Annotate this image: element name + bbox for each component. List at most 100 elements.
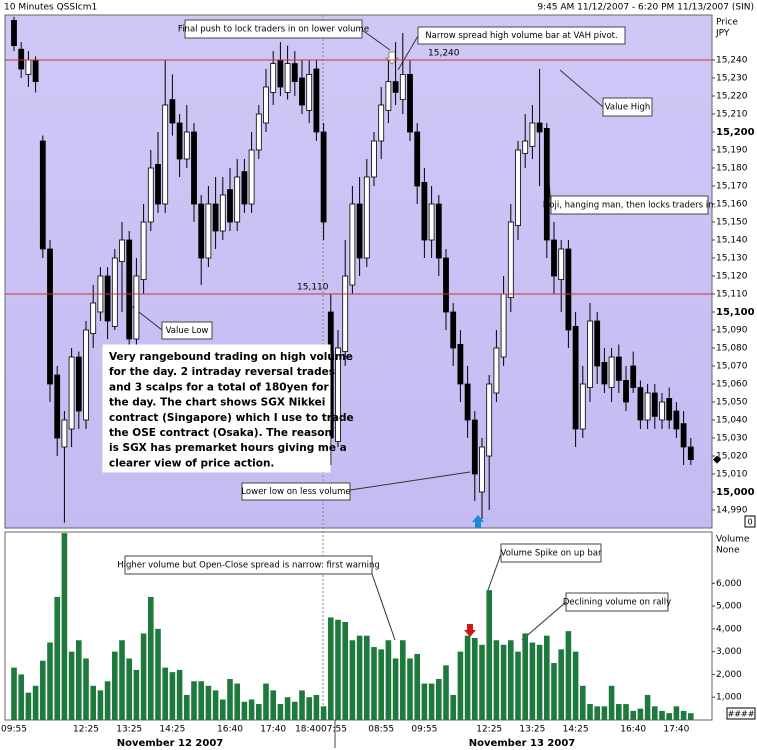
volume-bar xyxy=(270,690,276,720)
candle-body xyxy=(313,68,320,133)
y-tick-label: 15,080 xyxy=(716,344,748,354)
y-axis-title: Volume xyxy=(716,535,750,545)
y-tick-label: 15,020 xyxy=(716,452,748,462)
volume-bar xyxy=(205,685,212,720)
volume-bar xyxy=(623,704,629,720)
candle-body xyxy=(54,374,61,439)
candle-body xyxy=(291,63,298,82)
candle-body xyxy=(342,275,349,352)
candle-body xyxy=(680,423,687,448)
candle-body xyxy=(263,86,269,124)
candle-body xyxy=(119,239,125,263)
y-tick-label: 15,070 xyxy=(716,362,748,372)
y-tick-label: 15,150 xyxy=(716,218,748,228)
y-tick-label: 15,090 xyxy=(716,326,748,336)
volume-bar xyxy=(292,701,298,720)
volume-bar xyxy=(551,663,557,720)
volume-bar xyxy=(558,649,564,720)
y-tick-label: 15,200 xyxy=(716,127,755,138)
volume-bar xyxy=(191,681,197,720)
candle-body xyxy=(183,131,190,160)
annotation: Higher volume but Open-Close spread is n… xyxy=(117,561,380,571)
annotation: Value High xyxy=(605,103,651,113)
candle-body xyxy=(241,171,248,205)
volume-bar xyxy=(342,622,348,720)
chart-title: 10 Minutes QSSIcm1 xyxy=(4,3,97,13)
note-line: the OSE contract (Osaka). The reason xyxy=(109,427,332,439)
candle-body xyxy=(536,122,543,133)
volume-bar xyxy=(241,701,248,720)
candle-body xyxy=(486,383,493,457)
y-tick-label: 1,000 xyxy=(716,693,742,703)
y-tick-label: 15,050 xyxy=(716,398,748,408)
candle-body xyxy=(673,410,680,430)
candle-body xyxy=(687,446,694,461)
candle-body xyxy=(543,127,550,241)
volume-bar xyxy=(500,644,507,720)
volume-bar xyxy=(407,658,413,720)
candle-body xyxy=(630,365,637,389)
candle-body xyxy=(407,74,413,133)
candle-body xyxy=(558,248,565,281)
volume-bar xyxy=(594,706,600,720)
volume-bar xyxy=(364,635,370,720)
candle-body xyxy=(155,163,161,205)
volume-bar xyxy=(630,710,636,720)
volume-bar xyxy=(335,619,341,720)
candle-body xyxy=(587,320,593,388)
x-tick-label: 12:25 xyxy=(476,725,502,735)
candle-body xyxy=(500,293,507,358)
volume-bar xyxy=(464,635,471,720)
x-tick-label: 09:55 xyxy=(1,725,27,735)
candle-body xyxy=(515,149,521,226)
y-tick-label: 15,030 xyxy=(716,434,748,444)
x-tick-label: 17:40 xyxy=(663,725,689,735)
note-line: the day. The chart shows SGX Nikkei xyxy=(109,397,325,409)
y-tick-label: 15,000 xyxy=(716,487,755,498)
candle-body xyxy=(61,419,68,448)
y-tick-label: 3,000 xyxy=(716,647,742,657)
y-tick-label: 4,000 xyxy=(716,624,742,634)
x-tick-label: 08:55 xyxy=(368,725,394,735)
candle-body xyxy=(356,203,363,259)
candle-body xyxy=(399,74,406,101)
volume-bar xyxy=(104,681,111,720)
annotation-box xyxy=(184,19,363,39)
volume-bar xyxy=(162,667,168,720)
volume-bar xyxy=(256,704,262,720)
y-tick-label: 15,120 xyxy=(716,272,748,282)
candle-body xyxy=(608,356,615,389)
candle-body xyxy=(450,311,457,349)
y-tick-label: 15,040 xyxy=(716,416,748,426)
candle-body xyxy=(601,361,608,385)
y-tick-label: 15,240 xyxy=(716,56,748,66)
annotation-box xyxy=(124,555,373,575)
volume-bar xyxy=(306,697,312,720)
candle-body xyxy=(234,176,241,223)
candle-body xyxy=(471,419,478,475)
arrow-down-red xyxy=(464,624,476,637)
candle-body xyxy=(637,387,644,421)
reference-label: 15,240 xyxy=(428,49,460,59)
y-tick-label: 15,180 xyxy=(716,164,748,174)
volume-bar xyxy=(234,683,240,720)
y-tick-label: 15,110 xyxy=(716,290,748,300)
volume-bar xyxy=(587,704,593,720)
candle-body xyxy=(479,446,485,493)
candle-body xyxy=(349,203,356,286)
candle-body xyxy=(299,77,305,106)
y-tick-label: 15,170 xyxy=(716,182,748,192)
date-range: 9:45 AM 11/12/2007 - 6:20 PM 11/13/2007 … xyxy=(537,3,754,13)
candle-body xyxy=(320,131,327,223)
volume-bar xyxy=(320,706,327,720)
volume-bar xyxy=(644,694,651,720)
y-tick-label: 15,220 xyxy=(716,92,748,102)
candle-body xyxy=(219,194,226,232)
candle-body xyxy=(270,63,277,93)
annotation: Value Low xyxy=(166,326,209,336)
candle-body xyxy=(443,257,449,313)
volume-bar xyxy=(421,683,428,720)
volume-bar xyxy=(392,658,399,720)
x-tick-label: 14:25 xyxy=(159,725,185,735)
